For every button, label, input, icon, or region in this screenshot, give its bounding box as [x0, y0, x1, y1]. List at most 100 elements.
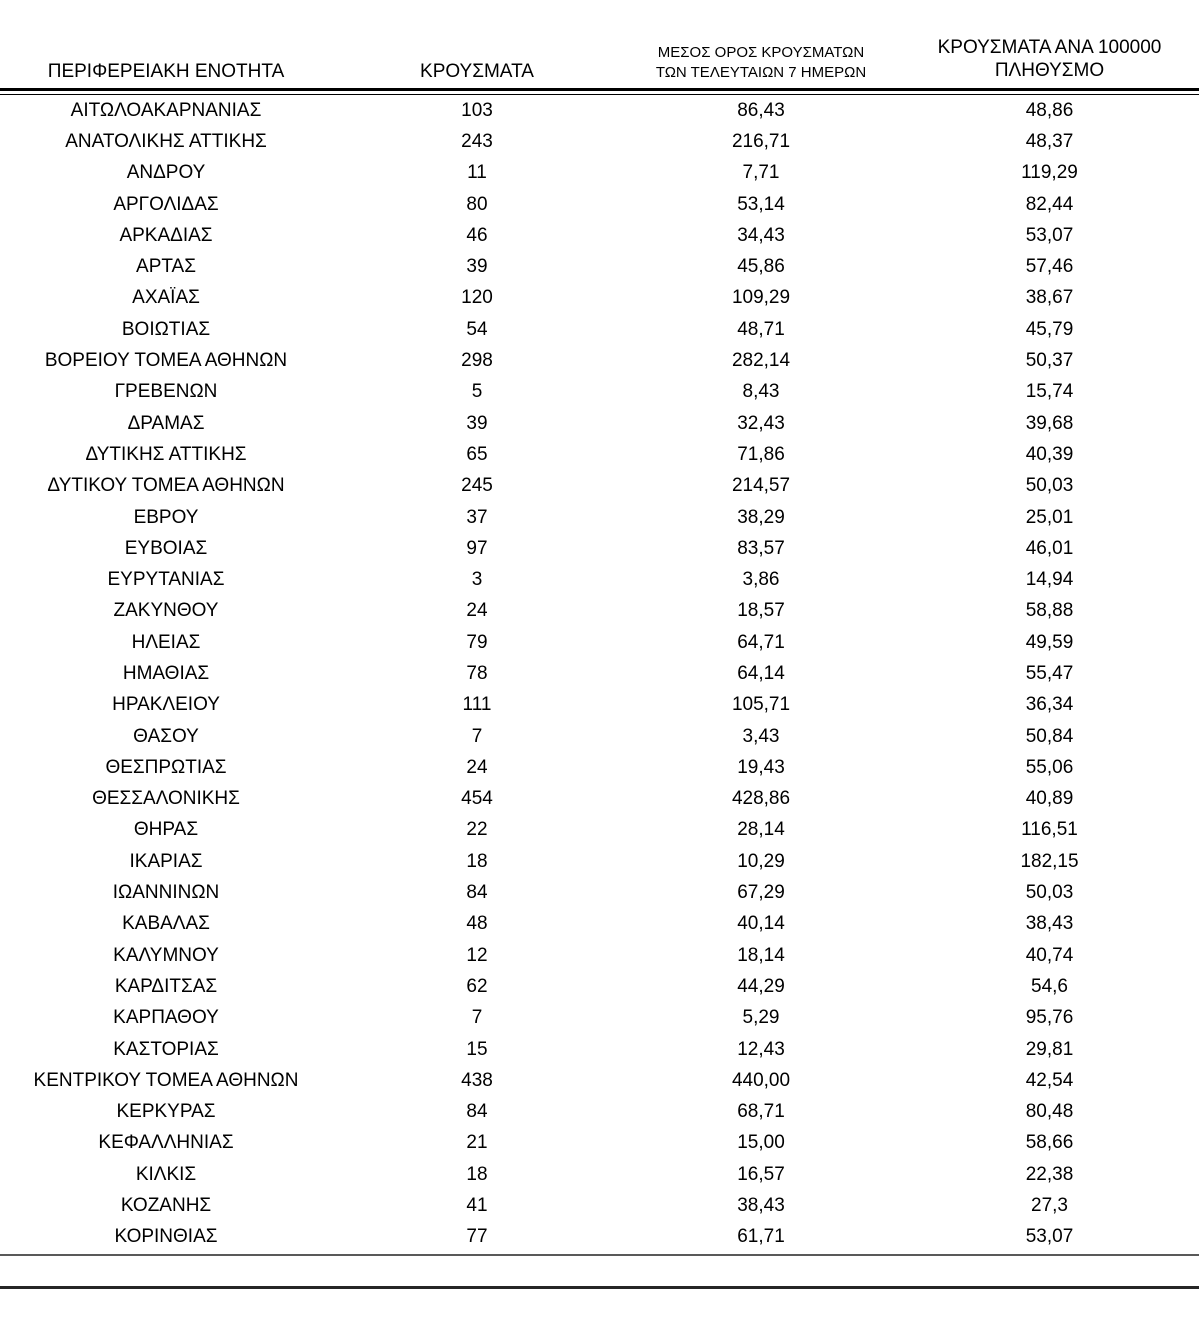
cell-region: ΒΟΡΕΙΟΥ ΤΟΜΕΑ ΑΘΗΝΩΝ [44, 350, 288, 372]
cell-cases: 454 [461, 788, 493, 810]
cell-cases: 5 [471, 381, 483, 403]
bottom-spacer [0, 1256, 1199, 1286]
cell-region: ΘΗΡΑΣ [133, 819, 199, 841]
table-row: ΓΡΕΒΕΝΩΝ 5 8,43 15,74 [0, 377, 1199, 408]
cell-cases: 65 [466, 443, 488, 465]
cell-cases: 18 [466, 1163, 488, 1185]
cell-region: ΙΩΑΝΝΙΝΩΝ [112, 882, 220, 904]
cell-avg7: 428,86 [731, 788, 791, 810]
cell-avg7: 3,43 [742, 725, 780, 747]
cell-cases: 11 [467, 162, 487, 184]
cell-per100k: 39,68 [1025, 412, 1074, 434]
cell-avg7: 105,71 [731, 694, 791, 716]
cell-avg7: 10,29 [737, 850, 785, 872]
cell-cases: 39 [466, 256, 488, 278]
cell-region: ΘΕΣΠΡΩΤΙΑΣ [105, 756, 227, 778]
cell-per100k: 119,29 [1021, 162, 1078, 184]
table-row: ΒΟΙΩΤΙΑΣ 54 48,71 45,79 [0, 314, 1199, 345]
cell-avg7: 83,57 [737, 537, 785, 559]
cell-cases: 12 [466, 944, 488, 966]
cell-cases: 243 [461, 130, 493, 152]
cell-region: ΔΥΤΙΚΗΣ ΑΤΤΙΚΗΣ [85, 443, 247, 465]
cell-cases: 79 [466, 631, 488, 653]
table-row: ΘΗΡΑΣ 22 28,14 116,51 [0, 815, 1199, 846]
column-header-per100k-line2: ΠΛΗΘΥΣΜΟ [994, 60, 1105, 82]
cell-region: ΓΡΕΒΕΝΩΝ [114, 381, 218, 403]
cell-avg7: 12,43 [737, 1038, 785, 1060]
cell-per100k: 50,84 [1025, 725, 1074, 747]
cell-per100k: 27,3 [1031, 1195, 1068, 1217]
cell-region: ΑΡΚΑΔΙΑΣ [119, 224, 213, 246]
cell-region: ΘΑΣΟΥ [133, 725, 199, 747]
cell-per100k: 53,07 [1025, 1226, 1074, 1248]
cell-per100k: 55,06 [1025, 756, 1074, 778]
cell-region: ΕΒΡΟΥ [133, 506, 199, 528]
cell-region: ΒΟΙΩΤΙΑΣ [121, 318, 211, 340]
cell-cases: 245 [461, 475, 493, 497]
cell-per100k: 54,6 [1031, 975, 1068, 997]
table-row: ΚΕΡΚΥΡΑΣ 84 68,71 80,48 [0, 1097, 1199, 1128]
header-rule-thin [0, 94, 1199, 95]
cell-cases: 18 [466, 850, 488, 872]
cell-avg7: 38,43 [737, 1195, 785, 1217]
cell-region: ΗΜΑΘΙΑΣ [122, 662, 210, 684]
cell-cases: 97 [466, 537, 488, 559]
cell-avg7: 28,14 [737, 819, 785, 841]
table-row: ΚΑΛΥΜΝΟΥ 12 18,14 40,74 [0, 940, 1199, 971]
cell-per100k: 45,79 [1025, 318, 1074, 340]
table-row: ΔΡΑΜΑΣ 39 32,43 39,68 [0, 408, 1199, 439]
cell-region: ΑΡΤΑΣ [136, 256, 196, 278]
cell-per100k: 14,94 [1025, 569, 1074, 591]
table-row: ΑΝΑΤΟΛΙΚΗΣ ΑΤΤΙΚΗΣ 243 216,71 48,37 [0, 126, 1199, 157]
cell-region: ΑΧΑΪΑΣ [132, 287, 200, 309]
table-body: ΑΙΤΩΛΟΑΚΑΡΝΑΝΙΑΣ 103 86,43 48,86 ΑΝΑΤΟΛΙΚΗΣ … [0, 95, 1199, 1253]
cell-region: ΕΥΡΥΤΑΝΙΑΣ [107, 569, 225, 591]
cell-region: ΖΑΚΥΝΘΟΥ [113, 600, 219, 622]
cell-avg7: 15,00 [737, 1132, 785, 1154]
cell-cases: 120 [461, 287, 493, 309]
cell-cases: 24 [466, 756, 488, 778]
cell-avg7: 53,14 [737, 193, 785, 215]
cell-per100k: 82,44 [1025, 193, 1074, 215]
cell-avg7: 40,14 [737, 913, 785, 935]
table-row: ΑΙΤΩΛΟΑΚΑΡΝΑΝΙΑΣ 103 86,43 48,86 [0, 95, 1199, 126]
cell-region: ΔΡΑΜΑΣ [127, 412, 205, 434]
table-row: ΚΟΖΑΝΗΣ 41 38,43 27,3 [0, 1190, 1199, 1221]
cell-cases: 84 [466, 882, 488, 904]
cell-per100k: 36,34 [1025, 694, 1074, 716]
cell-cases: 7 [471, 1007, 483, 1029]
cell-per100k: 38,67 [1025, 287, 1074, 309]
cell-avg7: 34,43 [737, 224, 785, 246]
cell-region: ΚΑΣΤΟΡΙΑΣ [113, 1038, 219, 1060]
table-row: ΑΝΔΡΟΥ 11 7,71 119,29 [0, 158, 1199, 189]
cell-region: ΚΟΖΑΝΗΣ [120, 1195, 212, 1217]
cell-per100k: 15,74 [1025, 381, 1074, 403]
table-row: ΚΙΛΚΙΣ 18 16,57 22,38 [0, 1159, 1199, 1190]
cell-cases: 298 [461, 350, 493, 372]
table-row: ΔΥΤΙΚΟΥ ΤΟΜΕΑ ΑΘΗΝΩΝ 245 214,57 50,03 [0, 471, 1199, 502]
cell-cases: 84 [466, 1101, 488, 1123]
cell-per100k: 58,88 [1025, 600, 1074, 622]
table-row: ΚΑΣΤΟΡΙΑΣ 15 12,43 29,81 [0, 1034, 1199, 1065]
cell-region: ΚΑΡΔΙΤΣΑΣ [114, 975, 218, 997]
cell-avg7: 64,14 [737, 662, 785, 684]
cell-cases: 24 [466, 600, 488, 622]
cell-cases: 80 [466, 193, 488, 215]
cell-region: ΑΙΤΩΛΟΑΚΑΡΝΑΝΙΑΣ [70, 99, 262, 121]
cell-region: ΚΙΛΚΙΣ [135, 1163, 197, 1185]
cell-per100k: 182,15 [1020, 850, 1079, 872]
column-header-per100k-line1: ΚΡΟΥΣΜΑΤΑ ΑΝΑ 100000 [937, 36, 1162, 58]
cell-cases: 111 [462, 694, 492, 716]
cell-cases: 39 [466, 412, 488, 434]
bottom-rule-gray [0, 1253, 1199, 1256]
cell-avg7: 282,14 [731, 350, 791, 372]
table-row: ΚΑΡΔΙΤΣΑΣ 62 44,29 54,6 [0, 971, 1199, 1002]
cell-region: ΕΥΒΟΙΑΣ [124, 537, 208, 559]
cell-cases: 7 [471, 725, 483, 747]
cell-region: ΑΡΓΟΛΙΔΑΣ [113, 193, 219, 215]
cell-avg7: 216,71 [731, 130, 791, 152]
cell-region: ΚΑΛΥΜΝΟΥ [113, 944, 219, 966]
table-row: ΚΕΦΑΛΛΗΝΙΑΣ 21 15,00 58,66 [0, 1128, 1199, 1159]
cell-avg7: 7,71 [742, 162, 780, 184]
